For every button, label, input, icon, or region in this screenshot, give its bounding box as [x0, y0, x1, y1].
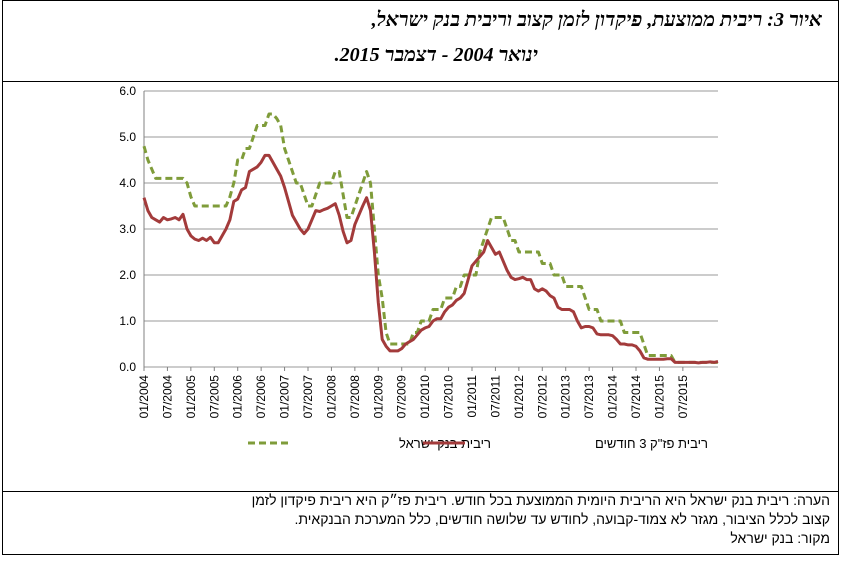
y-tick-label: 4.0 — [119, 176, 136, 190]
x-tick-label: 01/2005 — [184, 375, 198, 419]
legend-label-deposit: ריבית פז"ק 3 חודשים — [595, 436, 708, 451]
figure-title-line1: איור 3: ריבית ממוצעת, פיקדון לזמן קצוב ו… — [371, 9, 822, 31]
x-tick-label: 07/2006 — [254, 375, 268, 419]
x-tick-label: 07/2013 — [582, 375, 596, 419]
y-tick-label: 1.0 — [119, 314, 136, 328]
x-tick-label: 07/2008 — [348, 375, 362, 419]
y-tick-label: 5.0 — [119, 130, 136, 144]
note-line1: הערה: ריבית בנק ישראל היא הריבית היומית … — [251, 492, 830, 508]
notes-box: הערה: ריבית בנק ישראל היא הריבית היומית … — [3, 491, 838, 555]
figure-title-box: איור 3: ריבית ממוצעת, פיקדון לזמן קצוב ו… — [3, 1, 838, 82]
y-tick-label: 0.0 — [119, 360, 136, 374]
y-tick-label: 6.0 — [119, 84, 136, 98]
x-tick-label: 01/2011 — [465, 375, 479, 418]
chart-area: 0.0 1.0 2.0 3.0 4.0 5.0 6.0 01/2004 07/2004 01/20… — [3, 81, 838, 492]
x-tick-label: 07/2010 — [442, 375, 456, 419]
y-tick-label: 2.0 — [119, 268, 136, 282]
source-line: מקור: בנק ישראל — [730, 530, 830, 546]
x-tick-label: 01/2006 — [231, 375, 245, 419]
x-tick-label: 07/2014 — [629, 375, 643, 419]
y-tick-label: 3.0 — [119, 222, 136, 236]
x-tick-label: 07/2015 — [676, 375, 690, 419]
x-tick-label: 07/2012 — [535, 375, 549, 419]
x-tick-label: 01/2013 — [559, 375, 573, 419]
x-tick-label: 07/2009 — [395, 375, 409, 419]
x-tick-label: 01/2012 — [512, 375, 526, 419]
x-tick-label: 07/2005 — [207, 375, 221, 419]
x-tick-label: 01/2015 — [652, 375, 666, 419]
x-tick-label: 01/2010 — [418, 375, 432, 419]
x-tick-label: 01/2014 — [606, 375, 620, 419]
note-line2: קצוב לכלל הציבור, מגזר לא צמוד-קבועה, לח… — [294, 511, 831, 527]
x-tick-label: 01/2004 — [137, 375, 151, 419]
x-tick-label: 01/2009 — [371, 375, 385, 419]
interest-rate-chart: 0.0 1.0 2.0 3.0 4.0 5.0 6.0 01/2004 07/2004 01/20… — [119, 84, 719, 451]
figure-title-line2: ינואר 2004 - דצמבר 2015. — [334, 44, 538, 66]
x-tick-label: 01/2007 — [278, 375, 292, 419]
series-line-boi — [142, 112, 718, 364]
x-tick-label: 07/2004 — [160, 375, 174, 419]
x-tick-label: 07/2007 — [301, 375, 315, 419]
series-line-deposit — [142, 153, 719, 365]
x-tick-label: 01/2008 — [324, 375, 338, 419]
x-tick-label: 07/2011 — [488, 375, 502, 418]
